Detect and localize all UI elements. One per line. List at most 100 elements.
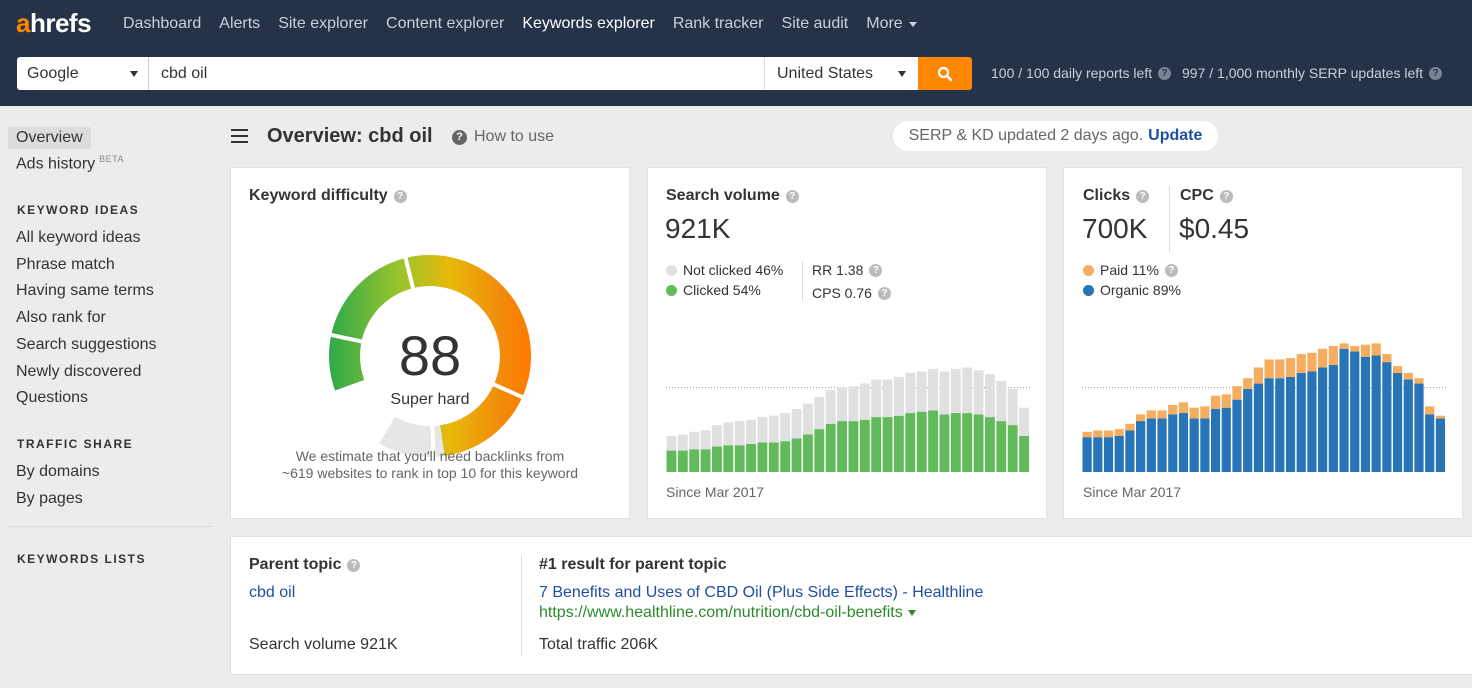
sidebar-item-also-rank-for[interactable]: Also rank for	[16, 309, 106, 326]
ahrefs-logo[interactable]: ahrefs	[16, 8, 92, 38]
bar-organic	[1285, 376, 1296, 472]
cpc-title: CPC ?	[1180, 187, 1233, 205]
top-result-link[interactable]: 7 Benefits and Uses of CBD Oil (Plus Sid…	[539, 584, 984, 601]
nav-content-explorer[interactable]: Content explorer	[386, 15, 505, 32]
traffic-share-heading: TRAFFIC SHARE	[17, 437, 134, 451]
help-icon[interactable]: ?	[1164, 263, 1178, 277]
difficulty-score: 88	[398, 324, 462, 387]
parent-topic-link[interactable]: cbd oil	[249, 584, 296, 601]
chevron-down-icon	[898, 70, 906, 77]
top-result-url[interactable]: https://www.healthline.com/nutrition/cbd…	[539, 604, 916, 622]
bar-organic	[1392, 372, 1403, 472]
menu-icon[interactable]	[231, 129, 248, 147]
sidebar-item-overview[interactable]: Overview	[8, 127, 91, 149]
nav-site-explorer[interactable]: Site explorer	[278, 15, 369, 32]
gauge-fill	[329, 255, 531, 456]
country-select[interactable]: United States	[764, 57, 918, 90]
bar-organic	[1146, 418, 1156, 472]
help-icon[interactable]: ?	[1219, 189, 1233, 203]
cpc-value: $0.45	[1179, 213, 1250, 244]
bar-paid	[1136, 414, 1146, 422]
legend-not-clicked-label: Not clicked 46%	[683, 262, 784, 278]
nav-site-audit[interactable]: Site audit	[781, 15, 849, 32]
keyword-input[interactable]	[149, 57, 764, 90]
bar-not-clicked	[677, 434, 688, 451]
bar-paid	[1189, 407, 1199, 419]
bar-clicked	[780, 441, 791, 472]
gauge-segment-gap	[430, 423, 436, 460]
country-value: United States	[777, 64, 874, 82]
bar-clicked	[985, 417, 995, 472]
top-bar: ahrefs Dashboard Alerts Site explorer Co…	[0, 0, 1472, 106]
page-title: Overview: cbd oil	[267, 125, 433, 147]
bar-not-clicked	[689, 431, 700, 450]
sidebar-item-by-domains[interactable]: By domains	[16, 463, 100, 480]
monthly-serp-quota: 997 / 1,000 monthly SERP updates left ?	[1182, 65, 1443, 81]
help-icon[interactable]: ?	[877, 286, 891, 300]
clicks-title: Clicks ?	[1083, 187, 1150, 205]
sidebar-item-questions[interactable]: Questions	[16, 389, 89, 406]
bar-paid	[1371, 343, 1381, 356]
search-bar: Google United States	[17, 57, 972, 90]
bar-clicked	[825, 423, 836, 472]
bar-clicked	[837, 421, 847, 472]
sidebar-item-by-pages[interactable]: By pages	[16, 490, 83, 507]
help-icon[interactable]: ?	[869, 263, 883, 277]
sidebar-item-ads-history[interactable]: Ads history BETA	[16, 154, 124, 173]
sidebar-item-all-keyword-ideas[interactable]: All keyword ideas	[16, 229, 141, 246]
clicks-value: 700K	[1082, 213, 1148, 244]
cps-metric: CPS 0.76 ?	[812, 285, 891, 301]
sidebar-item-newly-discovered[interactable]: Newly discovered	[16, 363, 142, 380]
gauge-segment-gap	[328, 332, 364, 344]
backlinks-estimate: We estimate that you'll need backlinks f…	[230, 448, 630, 482]
nav-alerts[interactable]: Alerts	[219, 15, 261, 32]
nav-dashboard[interactable]: Dashboard	[123, 15, 202, 32]
help-icon[interactable]: ?	[347, 558, 361, 572]
divider	[521, 555, 522, 656]
clicks-chart	[1082, 343, 1446, 472]
nav-rank-tracker[interactable]: Rank tracker	[672, 15, 764, 32]
bar-organic	[1275, 378, 1285, 472]
bar-paid	[1232, 386, 1242, 400]
bar-clicked	[996, 421, 1007, 472]
search-button[interactable]	[918, 57, 972, 90]
nav-more[interactable]: More	[866, 15, 917, 33]
help-icon[interactable]: ?	[1429, 66, 1443, 80]
bar-clicked	[871, 417, 882, 472]
bar-clicked	[746, 443, 756, 472]
help-icon[interactable]: ?	[1136, 189, 1150, 203]
bar-organic	[1264, 378, 1274, 472]
bar-organic	[1296, 372, 1306, 472]
bar-not-clicked	[780, 413, 791, 442]
bar-paid	[1392, 366, 1403, 373]
bar-paid	[1168, 405, 1178, 415]
bar-organic	[1350, 351, 1360, 472]
chevron-down-icon	[130, 70, 138, 77]
bar-not-clicked	[723, 422, 734, 446]
backlinks-estimate-line2: ~619 websites to rank in top 10 for this…	[281, 465, 579, 481]
bar-paid	[1435, 415, 1445, 419]
bar-organic	[1243, 388, 1253, 472]
search-engine-select[interactable]: Google	[17, 57, 149, 90]
daily-reports-quota: 100 / 100 daily reports left ?	[991, 65, 1172, 81]
gauge-segment-gap	[403, 255, 416, 291]
keywords-lists-heading[interactable]: KEYWORDS LISTS	[17, 552, 147, 566]
help-icon[interactable]: ?	[1158, 66, 1172, 80]
nav-keywords-explorer[interactable]: Keywords explorer	[522, 15, 655, 32]
bar-clicked	[950, 413, 961, 472]
update-button[interactable]: Update	[1148, 127, 1203, 144]
help-icon[interactable]: ?	[785, 189, 799, 203]
cpc-label: CPC	[1180, 187, 1214, 204]
sidebar-item-phrase-match[interactable]: Phrase match	[16, 256, 115, 273]
how-to-use-link[interactable]: ? How to use	[452, 128, 554, 146]
legend-paid: Paid 11% ?	[1083, 262, 1178, 278]
bar-clicked	[734, 445, 745, 472]
bar-not-clicked	[757, 417, 768, 443]
bar-paid	[1318, 348, 1328, 368]
help-icon[interactable]: ?	[393, 189, 407, 203]
bar-organic	[1435, 418, 1445, 472]
chevron-down-icon[interactable]	[907, 610, 916, 616]
sidebar-item-having-same-terms[interactable]: Having same terms	[16, 282, 154, 299]
difficulty-label: Super hard	[390, 391, 470, 408]
sidebar-item-search-suggestions[interactable]: Search suggestions	[16, 336, 157, 353]
